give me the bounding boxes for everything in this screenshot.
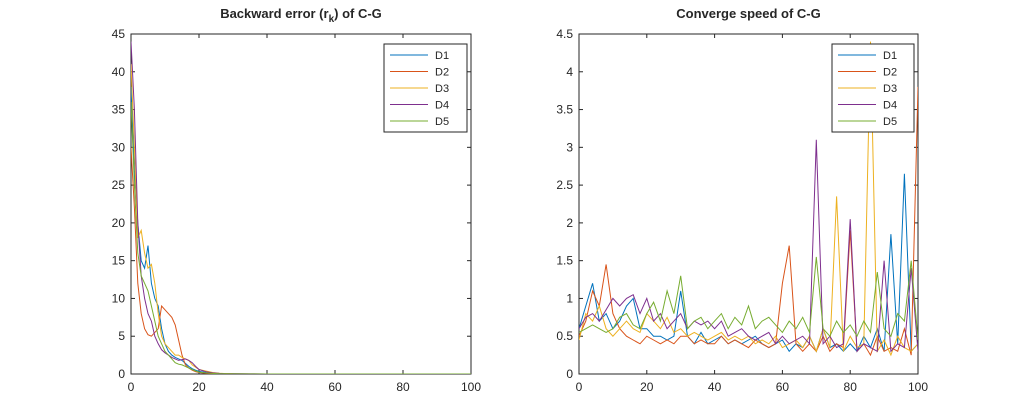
x-tick-label: 20 <box>640 380 654 394</box>
y-tick-label: 0 <box>566 367 573 381</box>
x-tick-label: 40 <box>260 380 274 394</box>
chart-backward-error: Backward error (rk) of C-G 0 20 40 60 80 100 0… <box>112 6 482 394</box>
legend-label: D5 <box>435 116 449 128</box>
y-tick-label: 4.5 <box>556 27 573 41</box>
y-tick-label: 40 <box>112 65 126 79</box>
series-line-d2 <box>131 147 471 374</box>
y-tick-label: 30 <box>112 140 126 154</box>
series-group <box>131 41 471 374</box>
legend-label: D5 <box>883 116 897 128</box>
y-tick-label: 20 <box>112 216 126 230</box>
chart-title-main: Backward error (r <box>220 6 328 21</box>
chart-converge-speed: Converge speed of C-G 0 20 40 60 80 100 0 0.5 1 1… <box>556 6 928 394</box>
x-tick-label: 80 <box>844 380 858 394</box>
series-line-d1 <box>131 86 471 374</box>
x-tick-label: 20 <box>192 380 206 394</box>
legend: D1 D2 D3 D4 D5 <box>831 43 915 133</box>
y-tick-label: 10 <box>112 291 126 305</box>
y-tick-label: 3 <box>566 140 573 154</box>
legend-label: D4 <box>435 100 449 112</box>
y-tick-label: 0.5 <box>556 329 573 343</box>
y-tick-label: 0 <box>118 367 125 381</box>
y-tick-label: 45 <box>112 27 126 41</box>
y-tick-label: 15 <box>112 254 126 268</box>
legend-label: D3 <box>883 83 897 95</box>
x-tick-label: 60 <box>776 380 790 394</box>
y-tick-label: 1.5 <box>556 254 573 268</box>
chart-title-main: Converge speed of C-G <box>676 6 820 21</box>
x-tick-label: 0 <box>128 380 135 394</box>
x-tick-label: 60 <box>328 380 342 394</box>
y-tick-label: 2.5 <box>556 178 573 192</box>
series-group <box>579 41 918 357</box>
legend: D1 D2 D3 D4 D5 <box>383 43 468 133</box>
x-tick-label: 100 <box>461 380 481 394</box>
series-line-d5 <box>579 256 918 341</box>
x-tick-label: 100 <box>908 380 928 394</box>
y-tick-label: 35 <box>112 103 126 117</box>
y-tick-label: 25 <box>112 178 126 192</box>
x-tick-label: 80 <box>396 380 410 394</box>
y-tick-label: 1 <box>566 291 573 305</box>
y-tick-label: 5 <box>118 329 125 343</box>
chart-title: Backward error (rk) of C-G <box>220 6 382 25</box>
chart-title-tail: ) of C-G <box>334 6 382 21</box>
x-tick-label: 0 <box>576 380 583 394</box>
series-line-d4 <box>131 41 471 374</box>
legend-label: D1 <box>435 50 449 62</box>
legend-label: D1 <box>883 50 897 62</box>
legend-label: D2 <box>435 67 449 79</box>
y-tick-label: 2 <box>566 216 573 230</box>
chart-title: Converge speed of C-G <box>676 6 820 21</box>
legend-label: D3 <box>435 83 449 95</box>
legend-label: D4 <box>883 100 897 112</box>
y-tick-label: 3.5 <box>556 103 573 117</box>
series-line-d1 <box>579 173 918 353</box>
chart-title-subscript: k <box>329 14 335 25</box>
legend-label: D2 <box>883 67 897 79</box>
y-tick-label: 4 <box>566 65 573 79</box>
series-line-d4 <box>579 139 918 353</box>
series-line-d5 <box>131 101 471 374</box>
x-tick-label: 40 <box>708 380 722 394</box>
